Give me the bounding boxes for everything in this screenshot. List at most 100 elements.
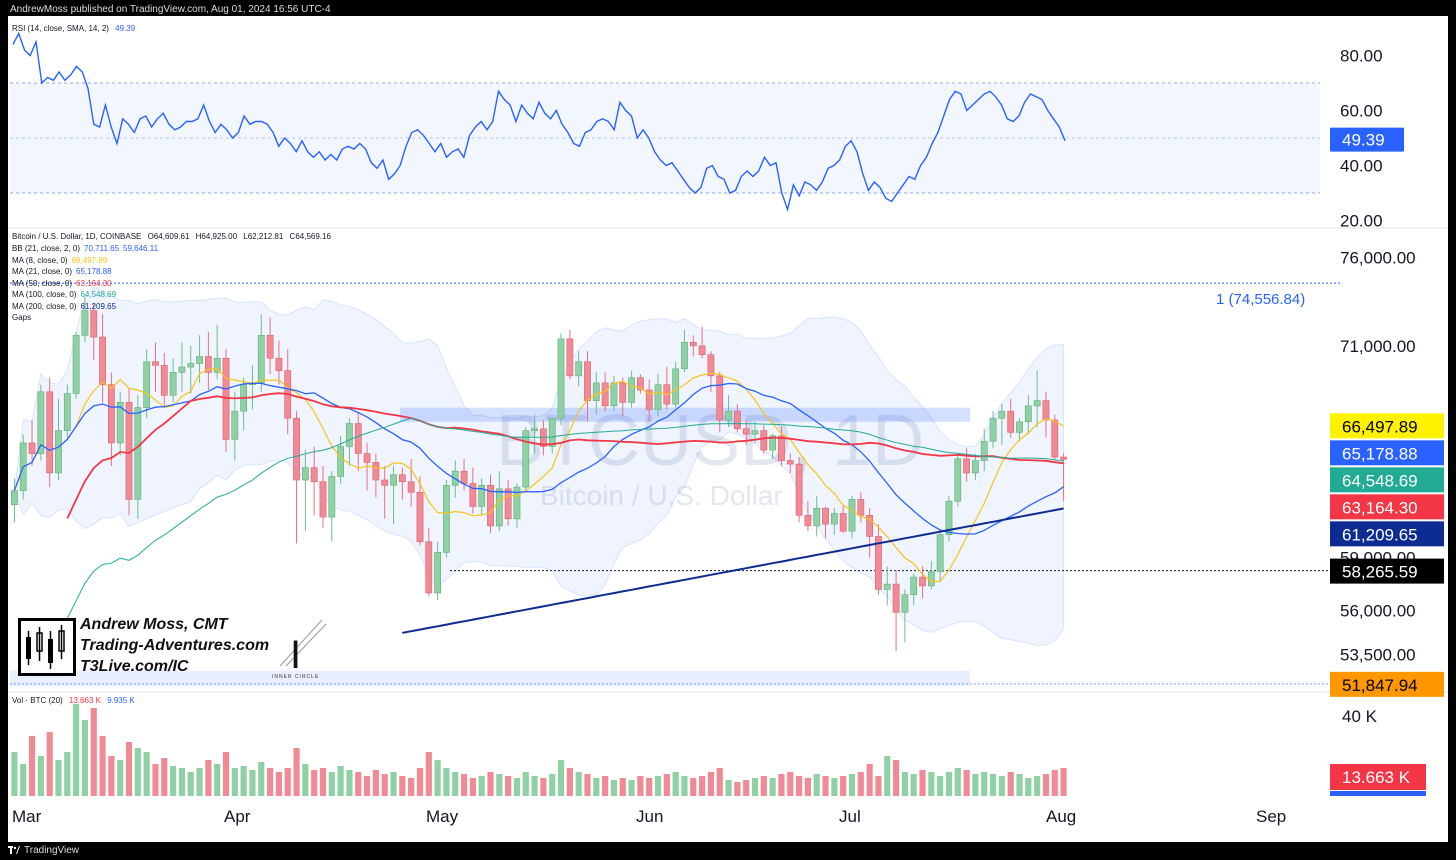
candle-body xyxy=(293,417,300,481)
volume-bar xyxy=(1042,774,1050,796)
ohlc-open: O64,609.61 xyxy=(147,232,190,241)
candle-body xyxy=(257,334,265,384)
candle-body xyxy=(980,440,988,461)
candle-body xyxy=(875,536,882,590)
candle-body xyxy=(478,484,486,507)
volume-bar xyxy=(1007,772,1014,796)
candle-body xyxy=(822,507,829,525)
volume-bar xyxy=(187,772,194,796)
price-badge xyxy=(1330,440,1444,466)
rsi-tick-label: 20.00 xyxy=(1340,212,1383,231)
volume-bar xyxy=(787,772,794,796)
candle-body xyxy=(169,372,177,396)
volume-bar xyxy=(161,758,168,796)
indicator-legend-label: MA (8, close, 0) xyxy=(12,255,68,265)
candle-body xyxy=(751,430,759,435)
volume-bar xyxy=(857,772,864,796)
volume-bar xyxy=(919,770,926,796)
candle-body xyxy=(152,361,159,366)
volume-bar xyxy=(178,768,186,796)
ma100-line xyxy=(31,417,1064,660)
volume-bar xyxy=(231,768,238,796)
price-badge xyxy=(1330,671,1444,697)
symbol-name-watermark: Bitcoin / U.S. Dollar xyxy=(540,480,783,511)
brand-name: Andrew Moss, CMT xyxy=(80,616,228,633)
rsi-line xyxy=(12,31,1066,212)
candle-body xyxy=(857,499,865,516)
candle-body xyxy=(1033,400,1041,407)
rsi-value-badge xyxy=(1330,127,1404,152)
volume-bar xyxy=(848,774,856,796)
volume-bar xyxy=(610,780,618,796)
candle-body xyxy=(681,342,688,370)
rsi-legend: RSI (14, close, SMA, 14, 2) 49.39 xyxy=(12,24,135,33)
candle-body xyxy=(557,338,565,419)
price-badge xyxy=(1330,467,1444,493)
volume-bar xyxy=(267,768,274,796)
candle-body xyxy=(892,583,900,613)
candles-group xyxy=(11,296,1067,652)
candle-body xyxy=(160,364,168,396)
volume-bar xyxy=(416,768,424,796)
ohlc-low: L62,212.81 xyxy=(243,232,284,241)
candle-body xyxy=(11,490,18,506)
volume-bar xyxy=(337,766,344,796)
volume-bar xyxy=(443,768,450,796)
volume-bar xyxy=(143,752,150,796)
volume-bar xyxy=(469,778,476,796)
volume-badge xyxy=(1330,764,1426,790)
volume-bar xyxy=(390,772,397,796)
candle-body xyxy=(495,488,503,527)
indicator-legend-label: Gaps xyxy=(12,313,32,322)
candle-body xyxy=(945,500,953,536)
volume-bar xyxy=(646,778,653,796)
volume-bar xyxy=(1051,770,1058,796)
volume-bar xyxy=(972,774,979,796)
x-tick-label: Mar xyxy=(12,807,42,826)
candle-body xyxy=(46,391,54,474)
volume-bar xyxy=(170,766,177,796)
candle-body xyxy=(619,382,627,403)
volume-bar xyxy=(566,768,573,796)
candle-body xyxy=(936,534,944,573)
volume-bar xyxy=(1025,778,1032,796)
volume-bar xyxy=(690,778,697,796)
volume-bar xyxy=(222,752,230,796)
candle-body xyxy=(548,417,556,447)
volume-bar xyxy=(1060,768,1067,796)
candle-body xyxy=(786,460,794,465)
price-badge-label: 66,497.89 xyxy=(1342,417,1418,436)
volume-bar xyxy=(892,760,900,796)
rsi-tick-label: 60.00 xyxy=(1340,102,1383,121)
candle-body xyxy=(531,428,538,431)
volume-bar xyxy=(593,778,600,796)
rsi-legend-value: 49.39 xyxy=(115,24,136,33)
price-badge-label: 58,265.59 xyxy=(1342,563,1418,582)
indicator-legend-value: 65,178.88 xyxy=(76,267,112,276)
indicator-legend-row: MA (8, close, 0) 66,497.89 xyxy=(12,256,107,265)
volume-bar xyxy=(663,774,670,796)
candle-body xyxy=(725,410,732,421)
volume-bar xyxy=(751,778,759,796)
volume-bar xyxy=(584,774,591,796)
indicator-legend-row: BB (21, close, 2, 0) 70,711.65 59,646.11 xyxy=(12,244,158,253)
indicator-legend-label: MA (21, close, 0) xyxy=(12,267,73,276)
candle-body xyxy=(963,458,970,474)
volume-bar xyxy=(496,774,503,796)
candle-body xyxy=(610,382,618,407)
volume-bar xyxy=(813,774,820,796)
candle-body xyxy=(584,361,591,401)
candle-body xyxy=(354,423,362,454)
chart-panel[interactable] xyxy=(8,16,1448,842)
candle-body xyxy=(601,382,609,407)
volume-bar xyxy=(637,776,644,796)
volume-bar xyxy=(743,780,750,796)
candle-body xyxy=(231,410,239,440)
indicator-legend-label: MA (200, close, 0) xyxy=(12,301,77,311)
indicator-legend-label: MA (50, close, 0) xyxy=(12,278,73,288)
candle-body xyxy=(628,377,635,403)
candle-body xyxy=(1060,456,1067,460)
volume-bar xyxy=(928,772,935,796)
volume-bar xyxy=(540,778,547,796)
